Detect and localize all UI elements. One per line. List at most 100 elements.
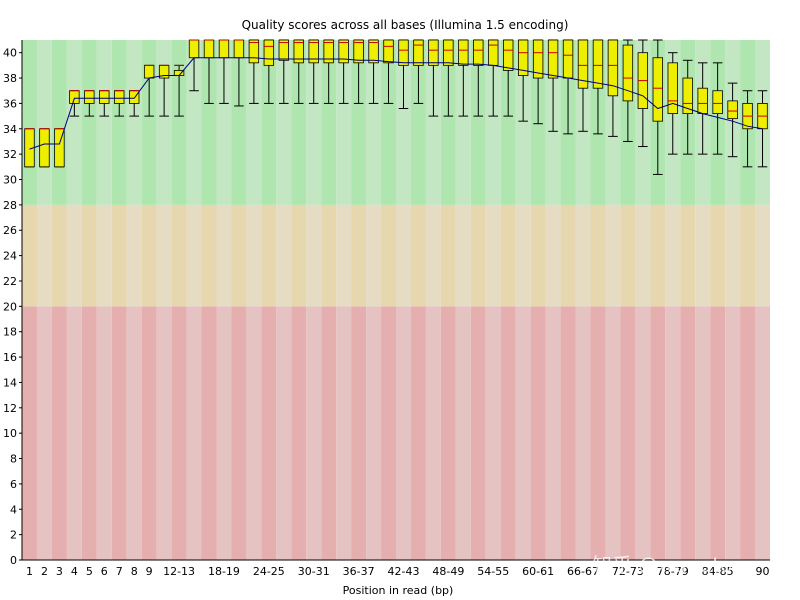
band-good-col-1 [22, 40, 37, 205]
band-reasonable-col-12 [186, 204, 202, 307]
band-reasonable-col-31 [470, 204, 486, 307]
iqr-box [99, 90, 110, 104]
band-good-col-7 [111, 40, 127, 205]
y-tick-label: 24 [3, 250, 17, 263]
iqr-box [473, 39, 484, 66]
box-pos-24-25 [263, 39, 275, 104]
box-pos-52-53 [473, 39, 484, 117]
band-poor-col-11 [171, 306, 187, 560]
box-series [24, 39, 768, 175]
band-reasonable-col-32 [485, 204, 501, 307]
band-reasonable-col-36 [545, 204, 561, 307]
band-good-col-5 [81, 40, 97, 205]
band-good-col-8 [126, 40, 142, 205]
band-good-col-3 [51, 40, 67, 205]
band-reasonable-col-27 [410, 204, 426, 307]
band-reasonable-col-40 [605, 204, 621, 307]
band-poor-col-31 [470, 306, 486, 560]
box-pos-74-75 [637, 39, 649, 148]
x-tick-label: 42-43 [387, 565, 419, 578]
y-tick-label: 26 [3, 224, 17, 237]
iqr-box [323, 39, 334, 64]
band-good-col-28 [425, 40, 441, 205]
iqr-box [248, 39, 260, 64]
band-good-col-14 [216, 40, 232, 205]
iqr-box [338, 39, 349, 64]
band-poor-col-9 [141, 306, 157, 560]
iqr-box [667, 62, 678, 114]
band-poor-col-16 [246, 306, 262, 560]
box-pos-88-89 [742, 90, 753, 168]
y-tick-label: 0 [10, 554, 17, 567]
iqr-box [218, 39, 230, 59]
band-reasonable-col-48 [725, 204, 741, 307]
band-poor-col-49 [740, 306, 756, 560]
box-pos-56-57 [503, 39, 514, 117]
y-tick-label: 22 [3, 275, 17, 288]
band-reasonable-col-1 [22, 204, 37, 307]
band-good-col-6 [96, 40, 112, 205]
box-pos-80-81 [682, 59, 693, 155]
band-poor-col-19 [291, 306, 307, 560]
iqr-box [293, 39, 304, 64]
iqr-box [129, 90, 140, 104]
band-poor-col-26 [396, 306, 411, 560]
box-pos-40-41 [383, 39, 394, 104]
band-good-col-15 [231, 40, 247, 205]
y-tick-label: 8 [10, 453, 17, 466]
band-poor-col-45 [680, 306, 696, 560]
band-reasonable-col-23 [351, 204, 367, 307]
iqr-box [308, 39, 319, 64]
y-tick-label: 38 [3, 72, 17, 85]
band-poor-col-35 [530, 306, 546, 560]
band-poor-col-21 [321, 306, 337, 560]
band-poor-col-8 [126, 306, 142, 560]
band-good-col-4 [66, 40, 82, 205]
band-poor-col-17 [261, 306, 277, 560]
band-good-col-12 [186, 40, 202, 205]
box-pos-6 [99, 90, 110, 117]
box-pos-54-55 [488, 39, 499, 117]
band-reasonable-col-5 [81, 204, 97, 307]
box-pos-16-17 [203, 39, 215, 104]
iqr-box [458, 39, 469, 66]
box-pos-68-69 [592, 39, 604, 135]
band-reasonable-col-50 [755, 204, 770, 307]
x-tick-label: 18-19 [208, 565, 240, 578]
box-pos-18-19 [218, 39, 230, 104]
box-pos-62-63 [547, 39, 559, 132]
iqr-box [697, 87, 708, 114]
band-reasonable-col-7 [111, 204, 127, 307]
iqr-box [188, 39, 200, 59]
band-reasonable-col-37 [560, 204, 576, 307]
x-axis-label: Position in read (bp) [343, 584, 454, 597]
x-tick-label: 54-55 [477, 565, 509, 578]
box-pos-36-37 [353, 39, 364, 104]
box-pos-44-45 [413, 39, 424, 104]
band-reasonable-col-45 [680, 204, 696, 307]
band-good-col-20 [306, 40, 322, 205]
band-reasonable-col-21 [321, 204, 337, 307]
band-good-col-29 [440, 40, 456, 205]
band-reasonable-col-25 [381, 204, 396, 307]
iqr-box [712, 90, 723, 114]
band-good-col-11 [171, 40, 187, 205]
iqr-box [203, 39, 215, 59]
band-reasonable-col-18 [276, 204, 292, 307]
box-pos-78-79 [667, 52, 678, 155]
band-poor-col-36 [545, 306, 561, 560]
iqr-box [39, 128, 50, 168]
iqr-box [592, 39, 604, 89]
band-reasonable-col-14 [216, 204, 232, 307]
band-poor-col-5 [81, 306, 97, 560]
band-poor-col-18 [276, 306, 292, 560]
box-pos-8 [129, 90, 140, 117]
band-poor-col-23 [351, 306, 367, 560]
box-pos-2 [39, 128, 50, 168]
band-reasonable-col-8 [126, 204, 142, 307]
band-reasonable-col-15 [231, 204, 247, 307]
x-tick-label: 2 [41, 565, 48, 578]
band-good-col-32 [485, 40, 501, 205]
band-reasonable-col-10 [156, 204, 172, 307]
